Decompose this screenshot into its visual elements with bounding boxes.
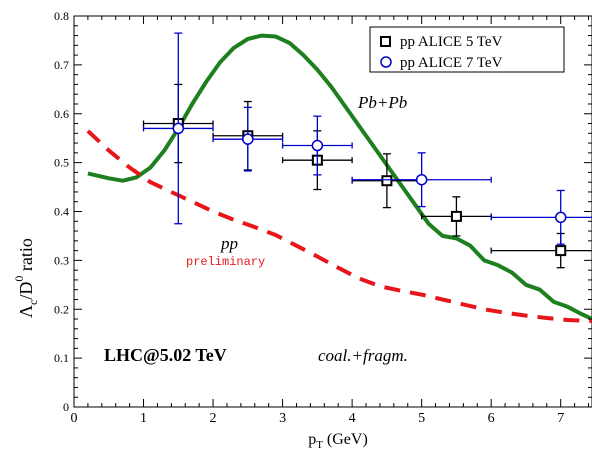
x-axis-label: pT (GeV) [308, 431, 368, 451]
tick-layer: 0 1 2 3 4 5 6 7 0 0.1 0.2 0.3 0.4 0.5 0.6 0.7 0.8 [54, 9, 592, 426]
x-tick-label: 0 [71, 411, 78, 426]
alice5-data-point [450, 210, 462, 222]
pp-curve-label: pp [220, 234, 238, 253]
x-tick-label: 6 [488, 411, 495, 426]
legend-marker-square [380, 36, 391, 47]
pbpb-curve [87, 33, 592, 321]
alice7-data-point [554, 211, 567, 224]
pp-curve [86, 129, 592, 323]
y-tick-label: 0.4 [54, 205, 69, 219]
x-tick-label: 5 [418, 411, 425, 426]
y-axis-label: Λc/D0 ratio [12, 238, 40, 318]
legend-marker-circle [380, 56, 392, 68]
alice7-data-point [415, 173, 428, 186]
alice7-data-point [311, 139, 324, 152]
legend-label-alice-7tev: pp ALICE 7 TeV [400, 55, 503, 71]
x-tick-label: 3 [279, 411, 286, 426]
lhc-energy-label: LHC@5.02 TeV [104, 345, 227, 365]
alice5-data-point [555, 245, 567, 257]
y-tick-label: 0.2 [54, 302, 69, 316]
alice5-data-point [381, 175, 393, 187]
alice7-data-point [172, 122, 185, 135]
legend-box [369, 26, 565, 73]
x-tick-label: 1 [140, 411, 147, 426]
y-tick-label: 0.8 [54, 9, 69, 23]
y-tick-label: 0.1 [54, 351, 69, 365]
curve-layer [86, 33, 592, 323]
x-tick-label: 7 [557, 411, 564, 426]
legend-label-alice-5tev: pp ALICE 5 TeV [400, 34, 503, 50]
x-tick-label: 2 [210, 411, 217, 426]
pbpb-curve-label: Pb+Pb [357, 93, 407, 112]
pp-preliminary-label: preliminary [186, 255, 265, 269]
model-label: coal.+fragm. [318, 346, 408, 365]
y-tick-label: 0.3 [54, 253, 69, 267]
alice7-data-point [242, 133, 254, 145]
y-tick-label: 0.5 [54, 156, 69, 170]
y-tick-label: 0.7 [54, 58, 69, 72]
y-tick-label: 0.6 [54, 107, 69, 121]
legend: pp ALICE 5 TeV pp ALICE 7 TeV [369, 26, 565, 73]
data-layer [142, 32, 592, 269]
x-tick-label: 4 [349, 411, 356, 426]
y-tick-label: 0 [63, 400, 69, 414]
